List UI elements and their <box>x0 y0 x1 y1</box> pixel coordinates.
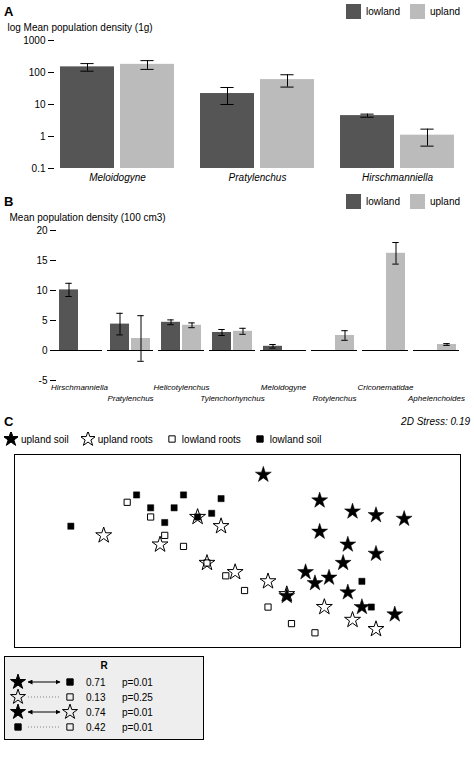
html-text:lowland soil: lowland soil <box>269 433 322 445</box>
svg-text:1000: 1000 <box>23 35 46 46</box>
html-text:C: C <box>4 413 14 429</box>
svg-text:10: 10 <box>34 99 46 110</box>
svg-text:10: 10 <box>36 285 48 296</box>
html-text:lowland: lowland <box>366 5 400 17</box>
html-text:2D Stress: 0.19: 2D Stress: 0.19 <box>401 415 470 427</box>
svg-text:Meloidogyne: Meloidogyne <box>261 383 307 392</box>
svg-text:1: 1 <box>40 131 46 142</box>
svg-text:15: 15 <box>36 255 48 266</box>
svg-text:0.13: 0.13 <box>86 692 106 703</box>
html-text:upland: upland <box>430 195 460 207</box>
svg-text:0.42: 0.42 <box>86 722 106 733</box>
svg-text:Hirschmanniella: Hirschmanniella <box>51 383 108 392</box>
svg-text:Pratylenchus: Pratylenchus <box>107 394 153 403</box>
html-text:lowland roots: lowland roots <box>181 433 241 445</box>
svg-text:5: 5 <box>42 315 48 326</box>
svg-text:Mean population density (100 c: Mean population density (100 cm3) <box>10 212 166 223</box>
svg-text:0.1: 0.1 <box>32 163 46 174</box>
svg-text:log Mean population density (1: log Mean population density (1g) <box>8 22 153 33</box>
svg-text:-5: -5 <box>39 375 48 386</box>
svg-text:p=0.01: p=0.01 <box>122 677 153 688</box>
svg-text:Pratylenchus: Pratylenchus <box>229 172 287 183</box>
html-text:upland soil: upland soil <box>21 433 69 445</box>
svg-text:R: R <box>100 660 108 671</box>
svg-text:0.74: 0.74 <box>86 707 106 718</box>
svg-text:p=0.25: p=0.25 <box>122 692 153 703</box>
svg-text:0.71: 0.71 <box>86 677 106 688</box>
html-text:lowland: lowland <box>366 195 400 207</box>
svg-text:Hirschmanniella: Hirschmanniella <box>362 172 434 183</box>
svg-text:Meloidogyne: Meloidogyne <box>89 172 146 183</box>
svg-text:20: 20 <box>36 225 48 236</box>
svg-text:Rotylenchus: Rotylenchus <box>312 394 356 403</box>
html-text:upland roots: upland roots <box>97 433 153 445</box>
html-text:B: B <box>4 193 14 209</box>
svg-text:Tylenchorhynchus: Tylenchorhynchus <box>200 394 264 403</box>
svg-text:Helicotylenchus: Helicotylenchus <box>153 383 209 392</box>
html-text:upland: upland <box>430 5 460 17</box>
svg-text:0: 0 <box>42 345 48 356</box>
html-text:A: A <box>4 3 14 19</box>
svg-text:p=0.01: p=0.01 <box>122 707 153 718</box>
svg-text:100: 100 <box>29 67 46 78</box>
svg-text:p=0.01: p=0.01 <box>122 722 153 733</box>
svg-text:Criconematidae: Criconematidae <box>357 383 414 392</box>
svg-text:Aphelenchoides: Aphelenchoides <box>407 394 465 403</box>
